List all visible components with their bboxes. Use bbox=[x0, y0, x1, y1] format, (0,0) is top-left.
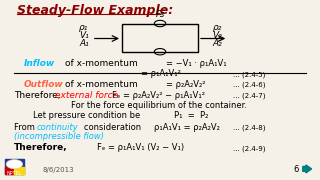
Text: A₂: A₂ bbox=[212, 39, 222, 48]
Text: external force: external force bbox=[55, 91, 118, 100]
Text: = ρ₂A₂V₂²: = ρ₂A₂V₂² bbox=[166, 80, 206, 89]
Circle shape bbox=[6, 160, 23, 169]
Text: NPTEL: NPTEL bbox=[7, 172, 22, 177]
Text: = ρ₁A₁V₁²: = ρ₁A₁V₁² bbox=[141, 69, 181, 78]
Text: Fₑ = ρ₂A₂V₂² − ρ₁A₁V₁²: Fₑ = ρ₂A₂V₂² − ρ₁A₁V₁² bbox=[112, 91, 205, 100]
Bar bbox=[5, 167, 14, 174]
Text: 8/6/2013: 8/6/2013 bbox=[43, 166, 74, 173]
Text: Fₑ = ρ₁A₁V₁ (V₂ − V₁): Fₑ = ρ₁A₁V₁ (V₂ − V₁) bbox=[97, 143, 184, 152]
Text: Steady-Flow Example:: Steady-Flow Example: bbox=[17, 4, 173, 17]
Bar bbox=[14, 167, 24, 174]
Text: ... (2.4-5): ... (2.4-5) bbox=[233, 71, 265, 78]
Text: V₁: V₁ bbox=[79, 31, 89, 40]
Text: ρ₁A₁V₁ = ρ₂A₂V₂: ρ₁A₁V₁ = ρ₂A₂V₂ bbox=[154, 123, 220, 132]
Text: Therefore,: Therefore, bbox=[14, 143, 68, 152]
Text: ... (2.4-9): ... (2.4-9) bbox=[233, 145, 266, 152]
Text: P₁  =  P₂: P₁ = P₂ bbox=[174, 111, 209, 120]
Text: consideration: consideration bbox=[76, 123, 141, 132]
Text: = −V₁ · ρ₁A₁V₁: = −V₁ · ρ₁A₁V₁ bbox=[166, 59, 227, 68]
Bar bbox=[122, 24, 198, 52]
FancyArrow shape bbox=[303, 165, 312, 173]
Text: of x-momentum: of x-momentum bbox=[65, 80, 138, 89]
Text: Inflow: Inflow bbox=[24, 59, 55, 68]
Text: ρ₁: ρ₁ bbox=[79, 23, 89, 32]
Text: From: From bbox=[14, 123, 43, 132]
Text: Outflow: Outflow bbox=[24, 80, 63, 89]
Text: Fs: Fs bbox=[156, 10, 164, 19]
Text: ρ₂: ρ₂ bbox=[212, 23, 222, 32]
Text: ... (2.4-6): ... (2.4-6) bbox=[233, 82, 266, 89]
Bar bbox=[5, 159, 24, 174]
Text: (incompressible flow): (incompressible flow) bbox=[14, 132, 104, 141]
Text: of x-momentum: of x-momentum bbox=[65, 59, 138, 68]
Text: For the force equilibrium of the container.: For the force equilibrium of the contain… bbox=[71, 101, 247, 110]
Text: ... (2.4-8): ... (2.4-8) bbox=[233, 125, 266, 131]
Text: ... (2.4-7): ... (2.4-7) bbox=[233, 93, 266, 99]
Text: continuity: continuity bbox=[36, 123, 78, 132]
Text: A₁: A₁ bbox=[79, 39, 89, 48]
Text: Therefore,: Therefore, bbox=[14, 91, 60, 100]
Text: Let pressure condition be: Let pressure condition be bbox=[33, 111, 140, 120]
Text: V₂: V₂ bbox=[212, 31, 222, 40]
Text: 6: 6 bbox=[293, 165, 299, 174]
